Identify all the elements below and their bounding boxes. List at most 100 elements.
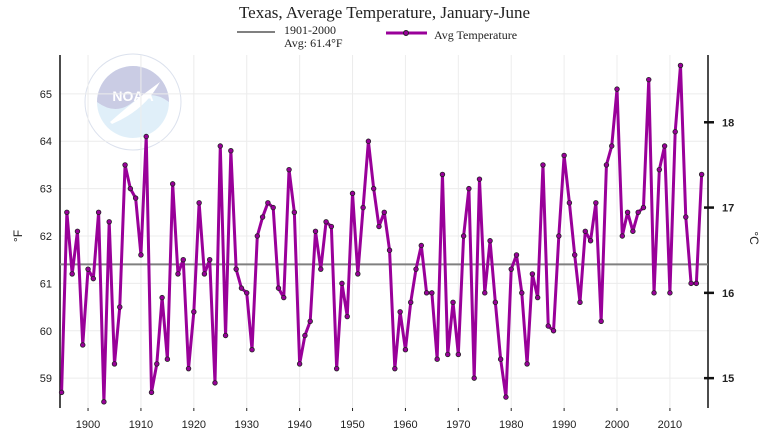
data-point [619, 233, 626, 239]
data-point [508, 266, 514, 272]
y-tick-label: 59 [40, 373, 52, 385]
data-point [439, 171, 446, 178]
data-point [556, 233, 562, 239]
data-point [603, 162, 610, 168]
data-point [571, 252, 578, 258]
data-point [624, 209, 631, 216]
x-tick-label: 1980 [499, 419, 523, 431]
chart-title: Texas, Average Temperature, January-June [238, 3, 531, 22]
y2-tick-label: 18 [722, 117, 734, 129]
data-point [333, 365, 340, 372]
data-point [117, 304, 123, 310]
data-point [561, 152, 567, 159]
legend-baseline-label: Avg: 61.4°F [284, 36, 343, 50]
data-point [159, 294, 165, 301]
data-point [386, 247, 393, 253]
y2-tick-label: 15 [722, 373, 734, 385]
x-tick-label: 1990 [552, 419, 576, 431]
data-point [503, 394, 509, 400]
legend-series-name: Avg Temperature [434, 28, 518, 42]
data-point [429, 290, 435, 296]
data-point [365, 138, 372, 144]
data-point [217, 143, 223, 149]
data-point [259, 214, 266, 220]
data-point [148, 389, 155, 396]
data-point [355, 271, 361, 277]
data-point [90, 275, 97, 282]
data-point [651, 290, 657, 296]
data-point [370, 185, 377, 192]
data-point [185, 365, 192, 372]
data-point [445, 351, 451, 358]
x-tick-label: 1970 [446, 419, 470, 431]
data-point [286, 166, 292, 173]
data-point [191, 309, 197, 315]
data-point [360, 204, 366, 211]
data-point [540, 162, 546, 168]
data-point [656, 166, 663, 173]
data-point [582, 228, 588, 234]
data-point [249, 347, 255, 353]
y-tick-label: 63 [40, 184, 52, 196]
data-point [244, 290, 250, 296]
data-point [482, 290, 488, 296]
data-point [169, 181, 176, 187]
x-tick-label: 1950 [340, 419, 364, 431]
data-point [275, 285, 282, 291]
data-point [344, 313, 350, 320]
data-point [238, 285, 245, 291]
data-point [265, 200, 271, 206]
data-point [291, 209, 298, 216]
data-point [408, 299, 414, 306]
data-point [143, 133, 149, 140]
data-point [492, 299, 499, 306]
y2-axis-label: °C [747, 231, 761, 245]
data-point [281, 294, 287, 301]
data-point [646, 76, 652, 83]
data-point [201, 271, 208, 277]
data-point [693, 280, 700, 287]
data-point [381, 209, 387, 216]
data-point [471, 375, 477, 381]
data-point [85, 266, 91, 272]
data-point [101, 399, 107, 405]
data-point [127, 185, 134, 192]
data-point [323, 219, 329, 225]
y-tick-label: 61 [40, 278, 52, 290]
data-point [587, 238, 594, 244]
y-tick-label: 60 [40, 326, 52, 338]
data-point [64, 209, 70, 216]
data-point [413, 266, 419, 272]
y-tick-label: 64 [40, 136, 52, 148]
data-point [222, 332, 229, 339]
data-point [640, 204, 647, 211]
data-point [318, 266, 324, 272]
data-point [418, 242, 424, 249]
x-tick-label: 2010 [658, 419, 682, 431]
data-point [698, 171, 705, 178]
data-point [434, 356, 440, 362]
data-point [529, 271, 536, 277]
x-tick-label: 1910 [129, 419, 153, 431]
data-point [69, 271, 75, 277]
data-point [534, 294, 541, 301]
y2-tick-label: 17 [722, 203, 734, 215]
data-point [376, 223, 382, 230]
data-point [233, 266, 239, 272]
svg-text:NOAA: NOAA [112, 88, 153, 104]
data-point [460, 233, 467, 239]
x-tick-label: 1920 [182, 419, 206, 431]
data-point [683, 214, 689, 220]
y-axis-label: °F [11, 230, 25, 242]
data-point [593, 200, 599, 206]
data-point [122, 162, 128, 168]
legend-baseline-name: 1901-2000 [284, 23, 336, 37]
x-tick-label: 1930 [234, 419, 258, 431]
data-point [667, 290, 673, 296]
x-tick-label: 2000 [605, 419, 629, 431]
data-point [476, 176, 483, 182]
data-point [58, 389, 65, 396]
data-point [397, 309, 403, 315]
data-point [196, 200, 202, 206]
